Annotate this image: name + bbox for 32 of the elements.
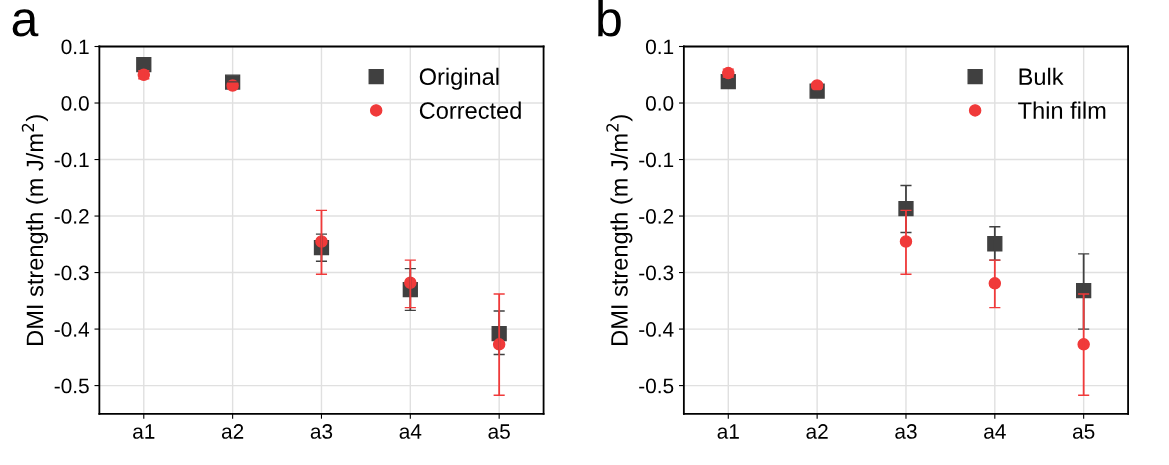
- y-tick-label: -0.4: [639, 322, 674, 337]
- y-axis-title: DMI strength (m J/m$^{2}$): [606, 115, 633, 345]
- y-tick-label: -0.4: [54, 322, 90, 337]
- legend-label: Original: [419, 67, 499, 90]
- legend-label: Bulk: [1019, 67, 1064, 86]
- y-tick-label: -0.5: [54, 378, 89, 394]
- y-tick-label: -0.2: [639, 209, 674, 224]
- x-tick-label: a4: [399, 424, 422, 439]
- x-tick-label: a3: [895, 424, 917, 439]
- y-tick-label: -0.3: [639, 265, 674, 281]
- chart-title: a: [12, 9, 39, 37]
- chart-title: b: [598, 0, 621, 37]
- y-tick-label: 0.1: [61, 39, 89, 55]
- y-tick-label: -0.1: [639, 152, 674, 168]
- x-tick-label: a3: [310, 424, 333, 439]
- y-tick-label: -0.5: [639, 378, 674, 394]
- y-tick-label: -0.1: [54, 152, 89, 168]
- y-tick-label: 0.0: [61, 96, 89, 111]
- x-tick-label: a5: [1072, 424, 1095, 439]
- x-tick-label: a4: [984, 424, 1006, 439]
- x-tick-label: a5: [488, 424, 510, 439]
- x-tick-label: a1: [133, 424, 155, 439]
- y-tick-label: -0.2: [54, 209, 89, 224]
- legend-label: Corrected: [419, 101, 521, 119]
- legend-label: Thin film: [1018, 101, 1106, 119]
- y-tick-label: 0.0: [646, 96, 674, 111]
- y-tick-label: 0.1: [646, 39, 674, 55]
- x-tick-label: a1: [717, 424, 739, 439]
- x-tick-label: a2: [221, 424, 244, 439]
- y-tick-label: -0.3: [54, 265, 89, 281]
- y-axis-title: DMI strength (m J/m$^{2}$): [21, 115, 48, 345]
- x-tick-label: a2: [806, 424, 828, 439]
